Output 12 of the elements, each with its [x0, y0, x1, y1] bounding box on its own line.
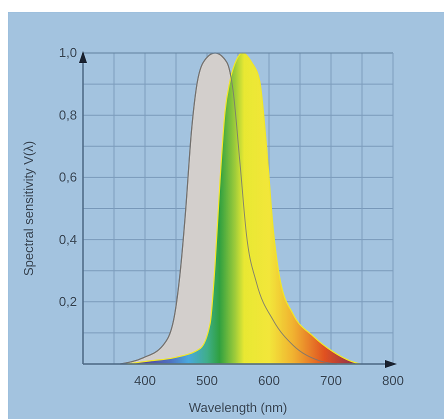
y-tick-label: 0,4 [58, 232, 77, 247]
y-tick-label: 0,2 [58, 294, 77, 309]
x-tick-label: 600 [258, 373, 280, 388]
x-tick-label: 500 [196, 373, 218, 388]
y-tick-label: 1,0 [58, 45, 77, 60]
y-axis-title: Spectral sensitivity V(λ) [21, 140, 36, 276]
x-axis-title: Wavelength (nm) [188, 400, 288, 415]
x-tick-label: 700 [320, 373, 342, 388]
x-tick-label: 800 [382, 373, 404, 388]
y-tick-label: 0,6 [58, 170, 77, 185]
y-tick-label: 0,8 [58, 107, 77, 122]
x-tick-label: 400 [134, 373, 156, 388]
